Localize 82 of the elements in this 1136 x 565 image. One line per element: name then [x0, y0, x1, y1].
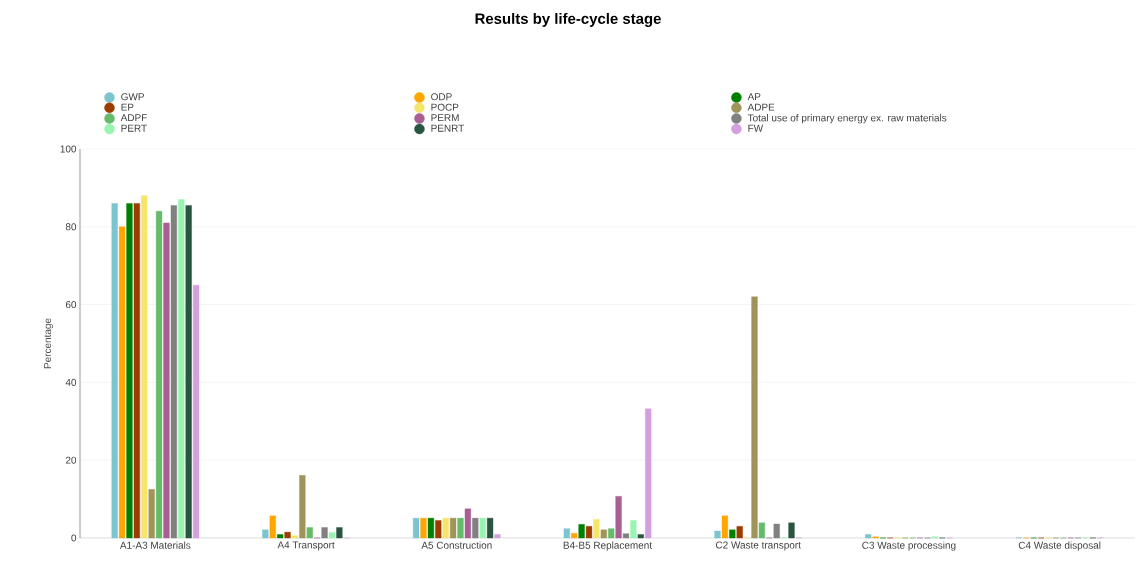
legend-label: ADPF [120, 114, 147, 122]
bar [457, 517, 464, 539]
legend-label: EP [121, 103, 134, 111]
legend-label: FW [748, 124, 764, 132]
x-tick-label: A4 Transport [277, 541, 335, 551]
bar [299, 475, 306, 539]
bar [486, 517, 494, 539]
chart-title: Results by life-cycle stage [475, 12, 661, 27]
y-tick-label: 40 [65, 378, 77, 386]
bar [585, 526, 593, 539]
y-tick-label: 80 [65, 223, 77, 231]
legend-label: PERT [121, 124, 147, 132]
x-tick-label: C2 Waste transport [715, 541, 801, 551]
bar [155, 211, 163, 539]
bar [736, 526, 743, 539]
legend-label: GWP [121, 93, 144, 101]
bar [593, 519, 600, 539]
bar [262, 529, 269, 539]
bar [126, 203, 133, 539]
bar [714, 530, 721, 539]
bar [571, 533, 578, 539]
bar [269, 515, 276, 539]
bar [306, 527, 313, 539]
legend-label: AP [747, 93, 761, 101]
bar [449, 517, 457, 539]
bar [622, 533, 630, 539]
bar [291, 535, 299, 539]
bar [645, 408, 652, 539]
x-tick-label: B4-B5 Replacement [563, 541, 652, 551]
bar [192, 284, 200, 539]
legend-label: PERM [431, 114, 459, 122]
bar [328, 532, 336, 539]
bar [163, 222, 170, 539]
bar [758, 522, 766, 539]
bar [141, 195, 148, 539]
bar [751, 296, 758, 539]
bar [494, 534, 501, 539]
bar [427, 517, 434, 539]
x-tick-label: A5 Construction [421, 541, 492, 549]
bar [630, 520, 637, 539]
bar [563, 528, 570, 539]
y-tick-label: 20 [65, 456, 77, 464]
bar [420, 517, 427, 539]
bar [148, 489, 155, 539]
y-tick-label: 0 [71, 534, 77, 542]
y-tick-label: 100 [60, 145, 77, 153]
bar [464, 508, 471, 539]
bar [185, 205, 192, 539]
legend-label: ADPE [747, 103, 775, 111]
bar [788, 522, 795, 539]
bar [321, 527, 328, 539]
bar [435, 520, 442, 539]
bar [578, 524, 585, 539]
bar [729, 529, 736, 539]
bar [637, 534, 644, 539]
bar [600, 529, 607, 539]
x-tick-label: A1-A3 Materials [119, 541, 191, 549]
legend-label: Total use of primary energy ex. raw materials [747, 114, 947, 124]
bar [472, 517, 479, 539]
bar [412, 517, 420, 539]
bar [170, 205, 177, 539]
bar [178, 199, 185, 539]
bar [479, 517, 486, 539]
bar [608, 528, 615, 539]
x-tick-label: C3 Waste processing [862, 541, 956, 551]
bar [721, 515, 729, 539]
y-tick-label: 60 [65, 301, 77, 309]
legend-label: ODP [431, 93, 452, 101]
bar [277, 534, 284, 539]
bar [284, 531, 291, 539]
bar [615, 496, 622, 539]
bar [773, 523, 780, 539]
x-tick-label: C4 Waste disposal [1018, 541, 1101, 551]
bar [118, 226, 126, 539]
bar [336, 527, 343, 539]
bar [111, 203, 118, 539]
bar [865, 534, 872, 539]
legend-label: POCP [431, 103, 459, 111]
bar [133, 203, 140, 539]
y-axis-title: Percentage [44, 318, 54, 369]
legend-label: PENRT [431, 124, 464, 132]
bar [442, 517, 449, 539]
